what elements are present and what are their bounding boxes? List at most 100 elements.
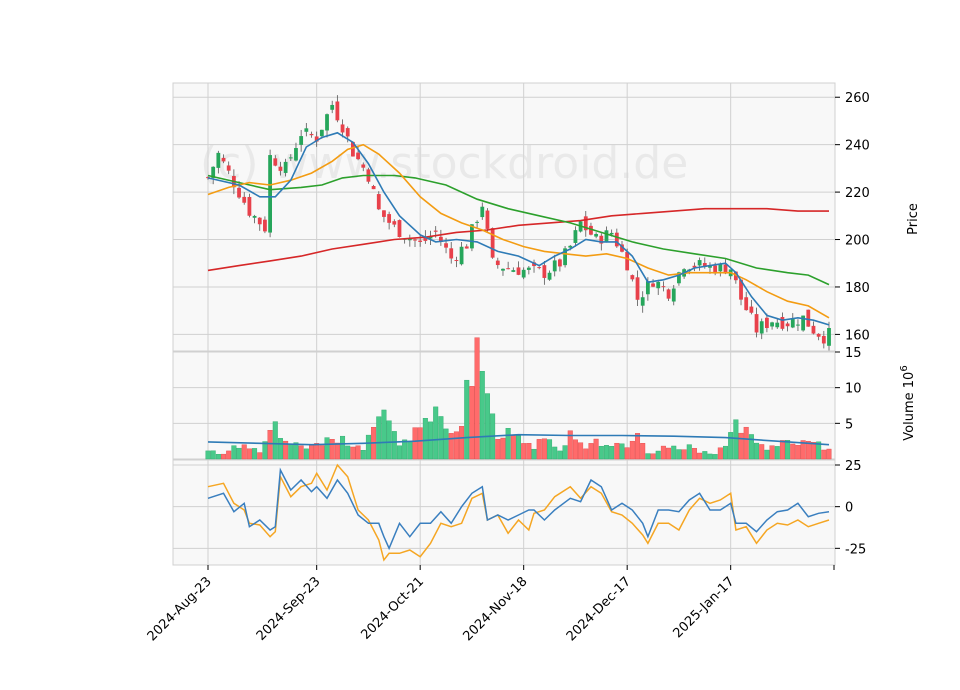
candle-down [754,314,759,333]
volume-bar-up [376,416,382,460]
candle-up [283,161,288,173]
volume-bar-up [293,442,299,460]
candle-down [811,325,816,334]
volume-bar-up [686,444,692,460]
candle-up [319,129,324,137]
candle-down [744,297,749,311]
candle-up [640,297,645,306]
volume-bar-down [448,433,454,460]
candle-down [630,275,635,280]
oscillator-lines [207,463,830,562]
volume-bar-down [635,433,641,460]
candle-down [335,101,340,121]
candle-up [325,114,329,131]
volume-bar-up [552,446,558,460]
volume-bar-down [779,440,785,460]
candle-down [314,136,319,142]
candle-down [278,166,283,171]
candle-up [671,288,676,302]
candle-up [573,230,578,243]
volume-bar-up [671,445,677,460]
volume-bar-down [329,439,335,460]
candle-down [692,265,697,268]
candle-up [480,206,485,218]
volume-bar-up [707,453,713,460]
volume-bar-down [593,438,599,460]
candle-down [749,306,754,313]
candle-up [801,315,806,331]
volume-bar-up [422,418,428,460]
candle-down [345,128,350,137]
volume-bar-up [396,445,402,460]
volume-bar-down [660,445,666,460]
volume-bar-down [795,445,801,460]
volume-bar-up [324,437,330,460]
volume-bar-down [629,440,635,460]
volume-bar-up [381,409,387,460]
watermark-text: (c) www.stockdroid.de [200,138,688,189]
volume-bar-down [567,430,573,460]
volume-bar-down [500,437,506,460]
volume-bar-up [407,441,413,460]
candle-down [376,194,381,210]
volume-bar-up [816,441,822,460]
volume-bar-up [676,449,682,460]
volume-bar-up [252,448,258,460]
candle-up [677,272,681,284]
volume-bar-up [505,428,511,460]
volume-bar-up [402,439,408,460]
volume-bar-down [738,432,744,460]
volume-average-line [207,433,830,446]
volume-bar-up [215,454,221,460]
candle-up [511,270,516,272]
volume-bar-up [774,446,780,460]
candle-down [206,177,210,179]
volume-bar-down [226,450,232,460]
x-tick-label: 2024-Oct-21 [359,574,427,642]
volume-tick-label: 10 [845,382,862,397]
candle-down [485,210,490,229]
volume-bar-down [474,337,480,460]
candle-down [490,228,495,258]
volume-bar-down [510,435,516,460]
candle-up [547,272,552,280]
x-tick-label: 2024-Aug-23 [145,574,215,644]
price-tick-label: 220 [845,186,870,201]
candle-up [526,267,531,270]
volume-bar-up [231,445,237,460]
volume-bar-up [516,435,522,460]
volume-bar-down [681,449,687,460]
candle-down [583,216,588,231]
volume-bar-down [469,386,475,460]
ma-mid-line [207,143,830,319]
volume-bar-up [764,449,770,460]
candle-down [247,196,252,216]
candle-up [475,221,479,223]
volume-bar-up [619,443,625,460]
osc-tick-label: 25 [845,459,862,474]
price-tick-label: 200 [845,234,870,249]
candle-down [723,264,728,274]
candle-up [330,104,335,110]
candle-down [454,260,459,262]
volume-bar-up [365,434,371,460]
volume-bar-down [821,449,827,460]
volume-bar-down [221,453,227,460]
candle-up [252,215,257,218]
volume-bar-up [547,439,553,460]
volume-bar-up [748,434,754,460]
volume-bar-down [267,430,273,460]
candle-down [806,309,811,327]
volume-bar-down [319,445,325,460]
volume-bar-up [728,432,734,460]
volume-bar-up [655,450,661,460]
volume-bar-up [277,438,283,460]
candle-down [625,251,630,271]
volume-bar-down [578,442,584,460]
price-panel-background [172,82,836,352]
candle-up [428,236,433,239]
volume-bar-down [650,453,656,460]
volume-tick-label: 5 [845,417,853,432]
candle-down [226,165,231,171]
candle-up [770,322,774,327]
